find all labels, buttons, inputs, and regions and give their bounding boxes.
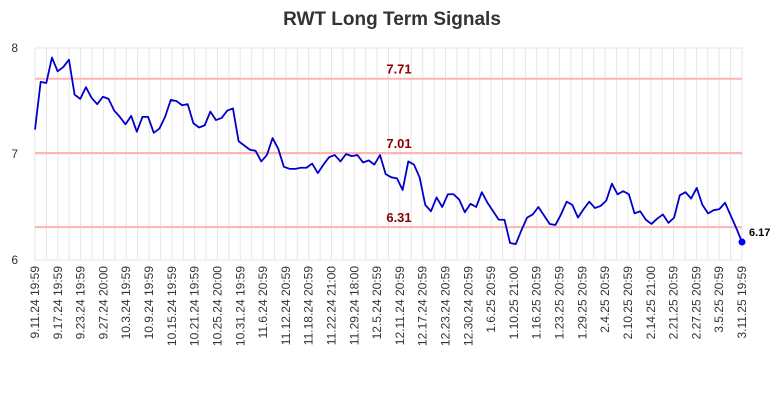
y-tick-label: 6 bbox=[11, 253, 18, 267]
x-tick-label: 1.29.25 20:59 bbox=[575, 266, 589, 340]
x-tick-label: 12.5.24 20:59 bbox=[370, 266, 384, 340]
x-tick-label: 12.30.24 20:59 bbox=[461, 266, 475, 346]
x-tick-label: 1.10.25 21:00 bbox=[507, 266, 521, 340]
x-tick-label: 2.21.25 20:59 bbox=[667, 266, 681, 340]
x-tick-label: 10.21.24 19:59 bbox=[188, 266, 202, 346]
x-tick-label: 10.3.24 19:59 bbox=[119, 266, 133, 340]
x-tick-label: 9.17.24 19:59 bbox=[51, 266, 65, 340]
grid bbox=[34, 47, 743, 261]
x-tick-label: 12.17.24 20:59 bbox=[416, 266, 430, 346]
series-layer: 6.17 bbox=[34, 56, 770, 246]
x-tick-label: 2.10.25 20:59 bbox=[621, 266, 635, 340]
x-tick-label: 11.29.24 18:00 bbox=[347, 266, 361, 346]
y-axis: 6 7 8 bbox=[11, 41, 18, 267]
x-tick-label: 1.6.25 20:59 bbox=[484, 266, 498, 333]
x-axis: 9.11.24 19:59 9.17.24 19:59 9.23.24 19:59 9… bbox=[28, 266, 749, 346]
x-tick-label: 3.5.25 20:59 bbox=[712, 266, 726, 333]
x-tick-label: 11.6.24 20:59 bbox=[256, 266, 270, 339]
x-tick-label: 9.27.24 20:00 bbox=[96, 266, 110, 340]
x-tick-label: 2.14.25 21:00 bbox=[644, 266, 658, 340]
x-tick-label: 3.11.25 19:59 bbox=[735, 266, 749, 339]
x-tick-label: 11.12.24 20:59 bbox=[279, 266, 293, 346]
x-tick-label: 10.9.24 19:59 bbox=[142, 266, 156, 340]
last-point-marker bbox=[738, 238, 746, 246]
x-tick-label: 10.25.24 20:00 bbox=[210, 266, 224, 346]
chart-title: RWT Long Term Signals bbox=[283, 9, 501, 30]
y-tick-label: 8 bbox=[11, 41, 18, 55]
x-tick-label: 1.16.25 20:59 bbox=[530, 266, 544, 340]
last-value-label: 6.17 bbox=[749, 227, 770, 239]
x-tick-label: 10.31.24 19:59 bbox=[233, 266, 247, 346]
y-tick-label: 7 bbox=[11, 147, 18, 161]
x-tick-label: 11.18.24 20:59 bbox=[302, 266, 316, 346]
reference-lines: 7.71 7.01 6.31 bbox=[35, 62, 742, 229]
reference-label: 6.31 bbox=[386, 210, 411, 225]
x-tick-label: 10.15.24 19:59 bbox=[165, 266, 179, 346]
x-tick-label: 2.27.25 20:59 bbox=[689, 266, 703, 340]
reference-label: 7.01 bbox=[386, 136, 411, 151]
x-tick-label: 11.22.24 21:00 bbox=[324, 266, 338, 346]
series-line bbox=[34, 56, 743, 245]
reference-label: 7.71 bbox=[386, 62, 411, 77]
x-tick-label: 1.23.25 20:59 bbox=[553, 266, 567, 340]
x-tick-label: 12.11.24 20:59 bbox=[393, 266, 407, 346]
x-tick-label: 9.23.24 19:59 bbox=[74, 266, 88, 340]
x-tick-label: 2.4.25 20:59 bbox=[598, 266, 612, 333]
x-tick-label: 12.23.24 20:59 bbox=[439, 266, 453, 346]
x-tick-label: 9.11.24 19:59 bbox=[28, 266, 42, 339]
